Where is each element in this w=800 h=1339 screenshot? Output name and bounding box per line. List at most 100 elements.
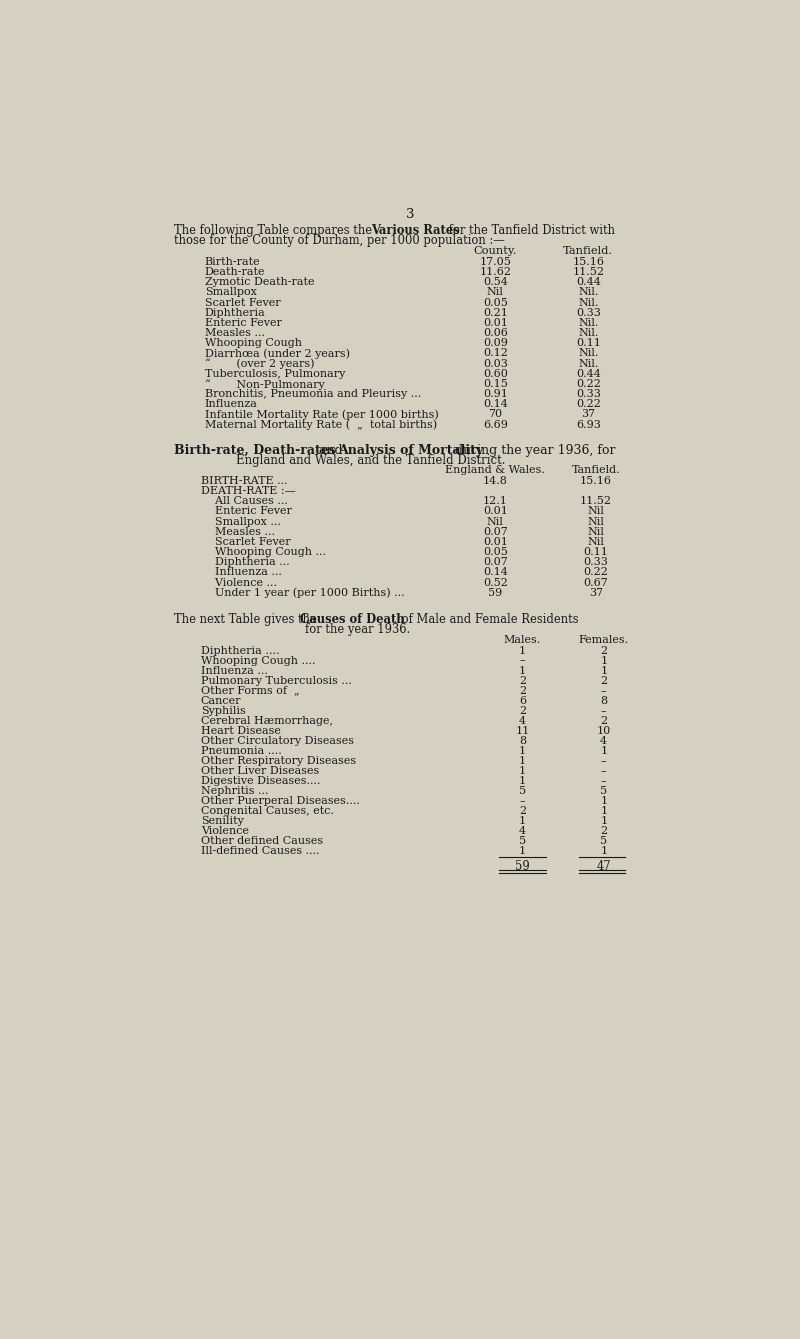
Text: 0.33: 0.33 [576, 390, 601, 399]
Text: 0.01: 0.01 [483, 537, 508, 546]
Text: Males.: Males. [504, 635, 541, 645]
Text: 5: 5 [600, 786, 607, 795]
Text: Nil.: Nil. [578, 359, 598, 368]
Text: 5: 5 [600, 836, 607, 846]
Text: 5: 5 [519, 786, 526, 795]
Text: England and Wales, and the Tanfield District.: England and Wales, and the Tanfield Dist… [236, 454, 505, 466]
Text: 4: 4 [519, 716, 526, 726]
Text: 0.01: 0.01 [483, 317, 508, 328]
Text: Under 1 year (per 1000 Births) ...: Under 1 year (per 1000 Births) ... [201, 588, 404, 599]
Text: Nil.: Nil. [578, 348, 598, 359]
Text: 5: 5 [519, 836, 526, 846]
Text: Birth-rate: Birth-rate [205, 257, 260, 266]
Text: Zymotic Death-rate: Zymotic Death-rate [205, 277, 314, 288]
Text: Digestive Diseases....: Digestive Diseases.... [201, 775, 320, 786]
Text: –: – [519, 795, 525, 806]
Text: Scarlet Fever: Scarlet Fever [201, 537, 290, 546]
Text: Cancer: Cancer [201, 696, 242, 706]
Text: –: – [601, 755, 606, 766]
Text: Heart Disease: Heart Disease [201, 726, 281, 735]
Text: 59: 59 [515, 861, 530, 873]
Text: Death-rate: Death-rate [205, 266, 265, 277]
Text: Nil: Nil [587, 537, 605, 546]
Text: 6: 6 [519, 696, 526, 706]
Text: 0.91: 0.91 [483, 390, 508, 399]
Text: Nil: Nil [587, 526, 605, 537]
Text: those for the County of Durham, per 1000 population :—: those for the County of Durham, per 1000… [174, 234, 504, 246]
Text: Tuberculosis, Pulmonary: Tuberculosis, Pulmonary [205, 368, 345, 379]
Text: 0.33: 0.33 [576, 308, 601, 317]
Text: Other defined Causes: Other defined Causes [201, 836, 323, 846]
Text: Causes of Death: Causes of Death [300, 613, 405, 627]
Text: Pneumonia ....: Pneumonia .... [201, 746, 282, 755]
Text: 11.52: 11.52 [580, 497, 612, 506]
Text: 0.14: 0.14 [483, 399, 508, 410]
Text: Measles ...: Measles ... [205, 328, 265, 337]
Text: Other Liver Diseases: Other Liver Diseases [201, 766, 319, 775]
Text: 0.05: 0.05 [483, 297, 508, 308]
Text: 6.93: 6.93 [576, 419, 601, 430]
Text: 1: 1 [519, 846, 526, 856]
Text: 59: 59 [488, 588, 502, 597]
Text: Violence ...: Violence ... [201, 577, 277, 588]
Text: Smallpox ...: Smallpox ... [201, 517, 281, 526]
Text: Birth-rate, Death-rates: Birth-rate, Death-rates [174, 443, 335, 457]
Text: 6.69: 6.69 [483, 419, 508, 430]
Text: 0.44: 0.44 [576, 368, 601, 379]
Text: 1: 1 [600, 806, 607, 815]
Text: 2: 2 [600, 676, 607, 686]
Text: 11: 11 [515, 726, 530, 735]
Text: Syphilis: Syphilis [201, 706, 246, 715]
Text: 11.52: 11.52 [572, 266, 604, 277]
Text: 14.8: 14.8 [483, 475, 508, 486]
Text: 4: 4 [600, 735, 607, 746]
Text: 12.1: 12.1 [483, 497, 508, 506]
Text: Nil.: Nil. [578, 328, 598, 337]
Text: 2: 2 [600, 826, 607, 836]
Text: Whooping Cough ...: Whooping Cough ... [201, 548, 326, 557]
Text: 2: 2 [600, 645, 607, 656]
Text: 1: 1 [519, 645, 526, 656]
Text: 11.62: 11.62 [479, 266, 511, 277]
Text: 0.07: 0.07 [483, 526, 508, 537]
Text: Whooping Cough ....: Whooping Cough .... [201, 656, 315, 665]
Text: Tanfield.: Tanfield. [572, 465, 620, 475]
Text: during the year 1936, for: during the year 1936, for [451, 443, 615, 457]
Text: 2: 2 [519, 676, 526, 686]
Text: Scarlet Fever: Scarlet Fever [205, 297, 280, 308]
Text: 0.14: 0.14 [483, 568, 508, 577]
Text: 70: 70 [488, 410, 502, 419]
Text: Diphtheria ...: Diphtheria ... [201, 557, 290, 568]
Text: 0.05: 0.05 [483, 548, 508, 557]
Text: Females.: Females. [578, 635, 629, 645]
Text: 0.33: 0.33 [583, 557, 609, 568]
Text: 0.11: 0.11 [583, 548, 609, 557]
Text: “   (over 2 years): “ (over 2 years) [205, 359, 314, 370]
Text: of Male and Female Residents: of Male and Female Residents [398, 613, 579, 627]
Text: Nil.: Nil. [578, 297, 598, 308]
Text: 1: 1 [519, 746, 526, 755]
Text: 37: 37 [589, 588, 603, 597]
Text: 0.12: 0.12 [483, 348, 508, 359]
Text: 0.15: 0.15 [483, 379, 508, 388]
Text: Analysis of Mortality: Analysis of Mortality [338, 443, 483, 457]
Text: Cerebral Hæmorrhage,: Cerebral Hæmorrhage, [201, 716, 333, 726]
Text: 0.03: 0.03 [483, 359, 508, 368]
Text: Diarrhœa (under 2 years): Diarrhœa (under 2 years) [205, 348, 350, 359]
Text: 0.54: 0.54 [483, 277, 508, 288]
Text: 1: 1 [519, 775, 526, 786]
Text: Various Rates: Various Rates [371, 224, 460, 237]
Text: 1: 1 [519, 815, 526, 826]
Text: 2: 2 [519, 686, 526, 696]
Text: Nil: Nil [587, 506, 605, 517]
Text: Other Puerperal Diseases....: Other Puerperal Diseases.... [201, 795, 360, 806]
Text: 4: 4 [519, 826, 526, 836]
Text: 8: 8 [519, 735, 526, 746]
Text: 0.07: 0.07 [483, 557, 508, 568]
Text: –: – [601, 686, 606, 696]
Text: –: – [519, 656, 525, 665]
Text: 0.09: 0.09 [483, 339, 508, 348]
Text: 0.11: 0.11 [576, 339, 601, 348]
Text: Smallpox: Smallpox [205, 288, 257, 297]
Text: 3: 3 [406, 209, 414, 221]
